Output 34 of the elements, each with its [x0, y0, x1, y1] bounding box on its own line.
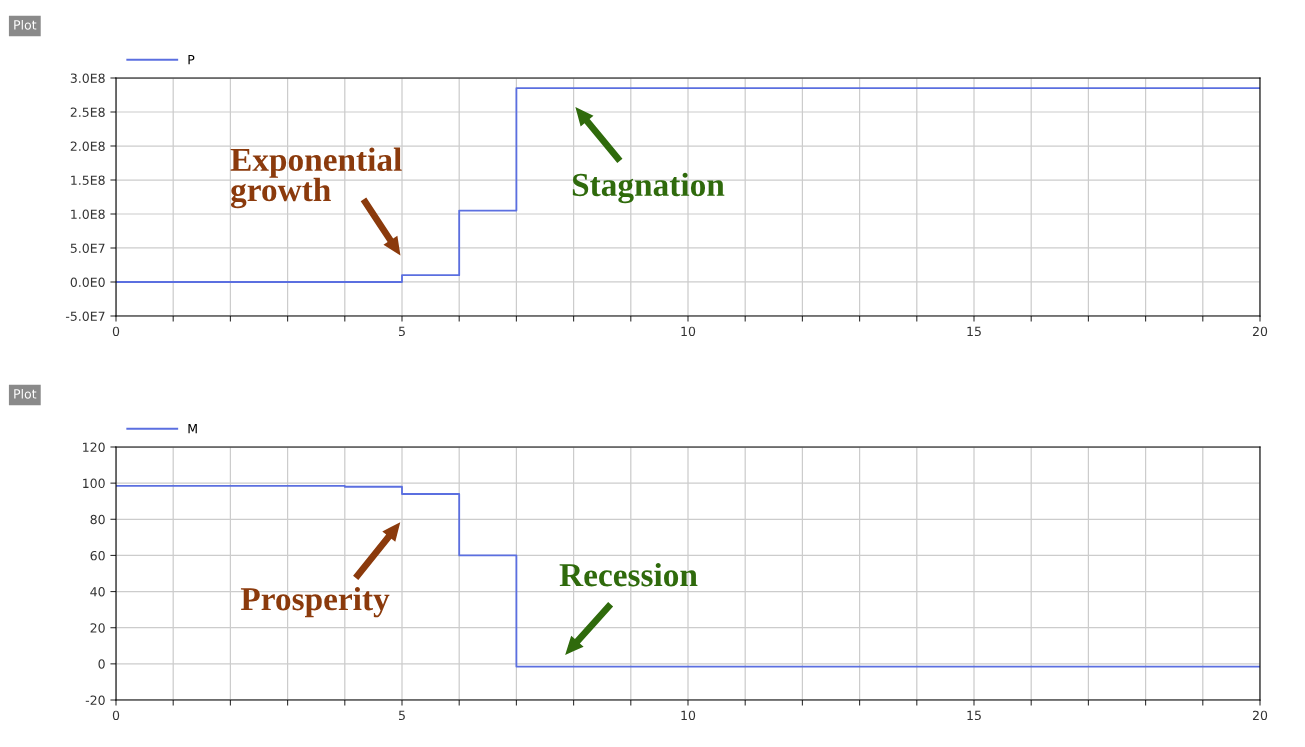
x-tick-label: 0 [112, 326, 120, 337]
x-tick-label: 10 [681, 326, 696, 337]
y-tick-label: 100 [83, 478, 105, 489]
x-tick-label: 5 [398, 710, 405, 721]
y-tick-label: 0 [98, 659, 105, 669]
annotation: Exponential growth [230, 147, 402, 209]
y-tick-label: 1.5E8 [71, 175, 105, 185]
y-tick-label: 20 [90, 623, 105, 633]
y-tick-label: 40 [90, 587, 105, 597]
y-tick-label: 0.0E0 [70, 277, 105, 287]
y-tick-label: -5.0E7 [65, 311, 105, 321]
y-tick-label: 2.5E8 [70, 107, 105, 117]
chart-title: Plot [14, 388, 37, 399]
legend-label: M [188, 424, 197, 434]
chart-title: Plot [14, 19, 37, 30]
x-tick-label: 20 [1252, 326, 1268, 337]
annotation: Prosperity [240, 586, 390, 618]
y-tick-label: 80 [90, 514, 105, 525]
y-tick-label: 120 [83, 442, 105, 452]
annotation: Recession [559, 562, 698, 587]
x-tick-label: 5 [398, 326, 405, 337]
x-tick-label: 15 [967, 326, 981, 337]
y-tick-label: 60 [90, 550, 105, 561]
y-tick-label: 2.0E8 [70, 141, 105, 151]
y-tick-label: 5.0E7 [70, 243, 105, 253]
y-tick-label: 3.0E8 [70, 73, 105, 83]
y-tick-label: -20 [85, 695, 105, 705]
x-tick-label: 20 [1252, 710, 1268, 721]
x-tick-label: 0 [112, 710, 120, 721]
y-tick-label: 1.0E8 [71, 209, 105, 219]
x-tick-label: 10 [681, 710, 696, 721]
annotation: Stagnation [572, 172, 725, 204]
x-tick-label: 15 [967, 710, 981, 721]
legend-label: P [188, 55, 195, 65]
